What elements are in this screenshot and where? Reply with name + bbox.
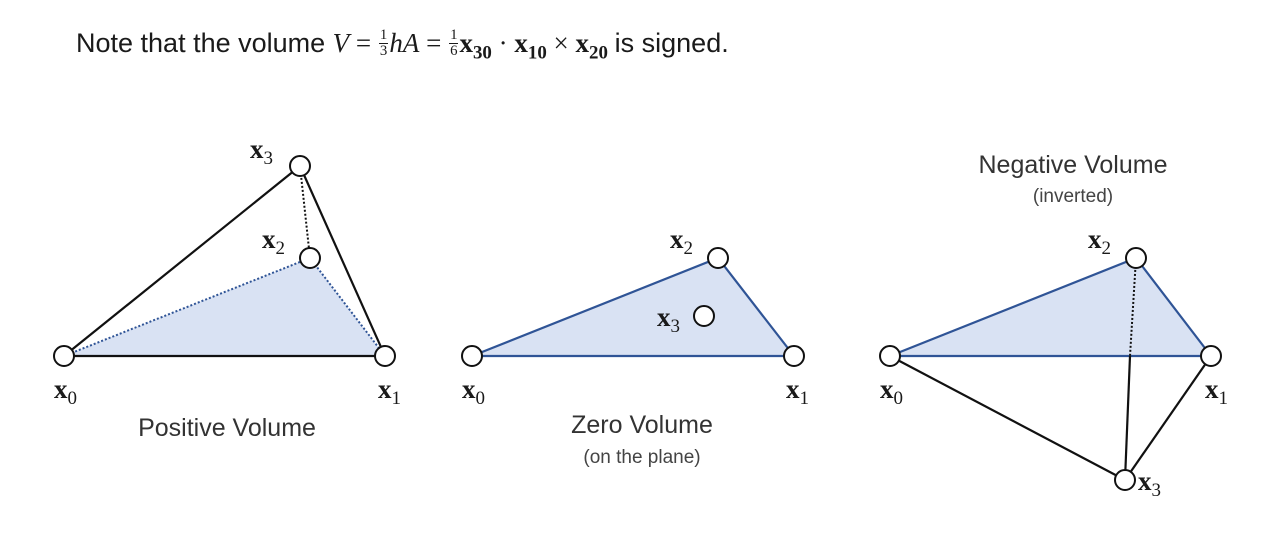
volume-symbol: V [332,28,350,58]
base-face [889,256,1214,358]
negative-volume-caption: Negative Volume [978,151,1167,179]
vector-x30: x30 [459,28,492,64]
label-x0: x0 [880,374,903,409]
base-face [64,258,385,356]
vertex-x0 [53,345,75,367]
zero-volume-subcaption: (on the plane) [583,447,700,468]
vertex-x1 [374,345,396,367]
heading-prefix: Note that the volume [76,28,326,58]
vector-x10: x10 [514,28,547,64]
hidden-edge-x2-x3 [1129,257,1137,357]
vertex-x1 [1200,345,1222,367]
label-x1: x1 [378,374,401,409]
hidden-edge-x3-x2 [299,165,311,259]
edge-x1-x3 [1124,355,1212,481]
vertex-x2 [1125,247,1147,269]
label-x2: x2 [670,224,693,259]
vertex-x3 [693,305,715,327]
hidden-edge-x0-x2 [63,257,311,357]
equals-sign-2: = [426,28,442,58]
label-x0: x0 [462,374,485,409]
label-x3: x3 [1138,466,1161,501]
label-x2: x2 [262,224,285,259]
vertex-x0 [879,345,901,367]
edge-x0-x3 [889,355,1126,481]
height-area-term: hA [389,28,420,58]
vertex-x3 [1114,469,1136,491]
edge-x0-x3 [63,165,301,357]
positive-volume-panel: x0 x1 x2 x3 Positive Volume [53,134,401,442]
dot-operator: · [498,28,508,58]
equation-heading: Note that the volume V = 1 3 hA = 1 6 x30 · … [76,26,729,64]
vertex-x2 [299,247,321,269]
heading-suffix: is signed. [614,28,729,58]
zero-volume-panel: x0 x1 x2 x3 Zero Volume (on the plane) [461,224,809,468]
vertex-x3 [289,155,311,177]
label-x1: x1 [1205,374,1228,409]
negative-volume-panel: x0 x1 x2 x3 Negative Volume (inverted) [879,151,1228,501]
hidden-edge-x2-x1 [309,257,386,357]
edge-x2-x3-visible [1123,355,1132,481]
negative-volume-subcaption: (inverted) [1033,186,1113,207]
positive-volume-caption: Positive Volume [138,414,316,442]
label-x2: x2 [1088,224,1111,259]
vertex-x0 [461,345,483,367]
vector-x20: x20 [575,28,608,64]
label-x3: x3 [657,302,680,337]
label-x1: x1 [786,374,809,409]
equals-sign: = [355,28,372,58]
label-x3: x3 [250,134,273,169]
vertex-x1 [783,345,805,367]
zero-volume-caption: Zero Volume [571,411,713,439]
vertex-x2 [707,247,729,269]
label-x0: x0 [54,374,77,409]
cross-operator: × [553,28,569,58]
base-face [471,256,797,358]
edge-x3-x1 [298,165,387,357]
